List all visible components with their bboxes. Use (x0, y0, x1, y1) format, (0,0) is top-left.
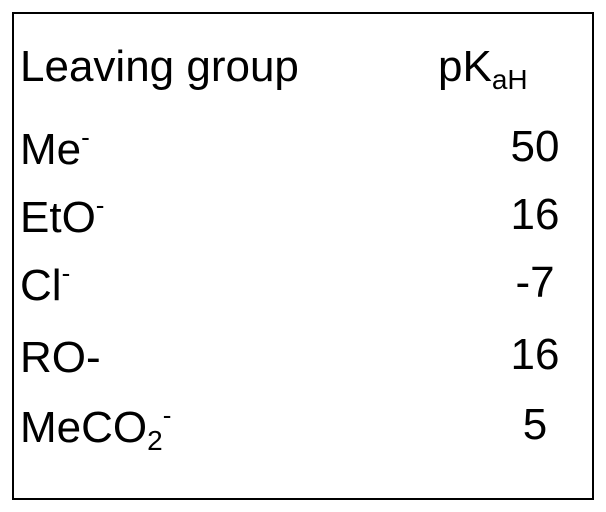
pkah-value: 16 (510, 190, 560, 239)
group-charge: - (81, 122, 90, 152)
table-row: RO- 16 (20, 330, 580, 390)
table-row: MeCO2- 5 (20, 400, 580, 460)
table-row: Cl- -7 (20, 258, 580, 318)
leaving-group: Me- (20, 122, 90, 179)
leaving-group: RO- (20, 330, 101, 387)
header-leaving-group: Leaving group (20, 42, 299, 91)
header-pkah: pKaH (438, 42, 558, 96)
pk-text: pK (438, 42, 492, 91)
group-base: EtO (20, 193, 96, 242)
group-charge: - (162, 400, 172, 430)
leaving-group: Cl- (20, 258, 70, 315)
group-charge: - (61, 258, 71, 288)
pkah-value: 16 (510, 330, 560, 379)
group-subscript: 2 (147, 425, 163, 456)
table-row: EtO- 16 (20, 190, 580, 250)
group-base: MeCO (20, 403, 148, 452)
group-base: Me (20, 125, 82, 174)
leaving-group: MeCO2- (20, 400, 171, 457)
group-base: RO- (20, 333, 101, 382)
leaving-group: EtO- (20, 190, 104, 247)
pkah-value: 5 (522, 400, 548, 449)
pk-subscript: aH (491, 64, 528, 95)
group-base: Cl (20, 261, 62, 310)
header-row: Leaving group pKaH (20, 42, 580, 102)
pkah-value: -7 (515, 258, 555, 307)
pkah-value: 50 (510, 122, 560, 171)
group-charge: - (95, 190, 105, 220)
table-border (12, 12, 594, 500)
table-row: Me- 50 (20, 122, 580, 182)
